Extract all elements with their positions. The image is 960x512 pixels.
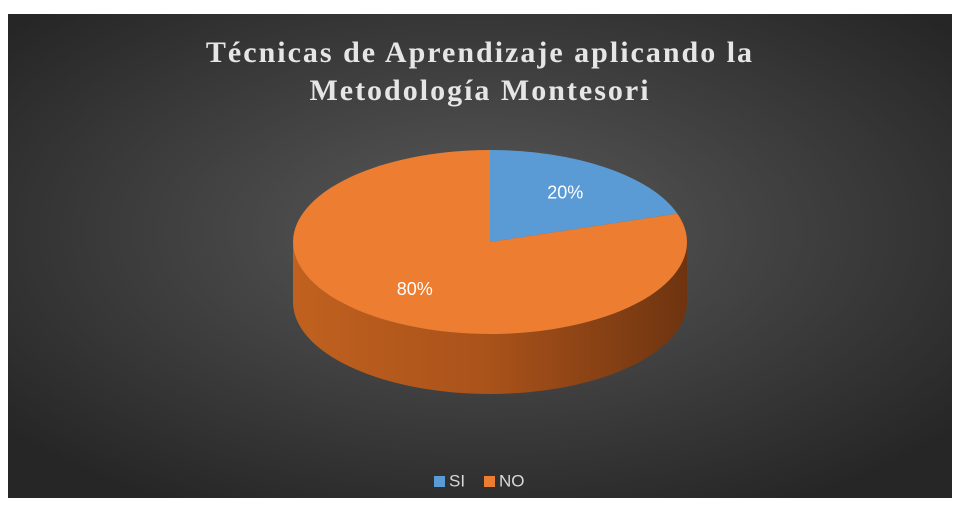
chart-title: Técnicas de Aprendizaje aplicando la Met… bbox=[205, 36, 755, 107]
legend-label: NO bbox=[499, 471, 525, 490]
legend-label: SI bbox=[449, 471, 465, 490]
data-label: 80% bbox=[397, 279, 433, 299]
pie-slice bbox=[490, 150, 678, 242]
legend-swatch bbox=[434, 476, 445, 487]
data-label: 20% bbox=[547, 182, 583, 202]
pie-slice bbox=[293, 150, 687, 334]
pie-side bbox=[293, 242, 687, 394]
legend-swatch bbox=[484, 476, 495, 487]
